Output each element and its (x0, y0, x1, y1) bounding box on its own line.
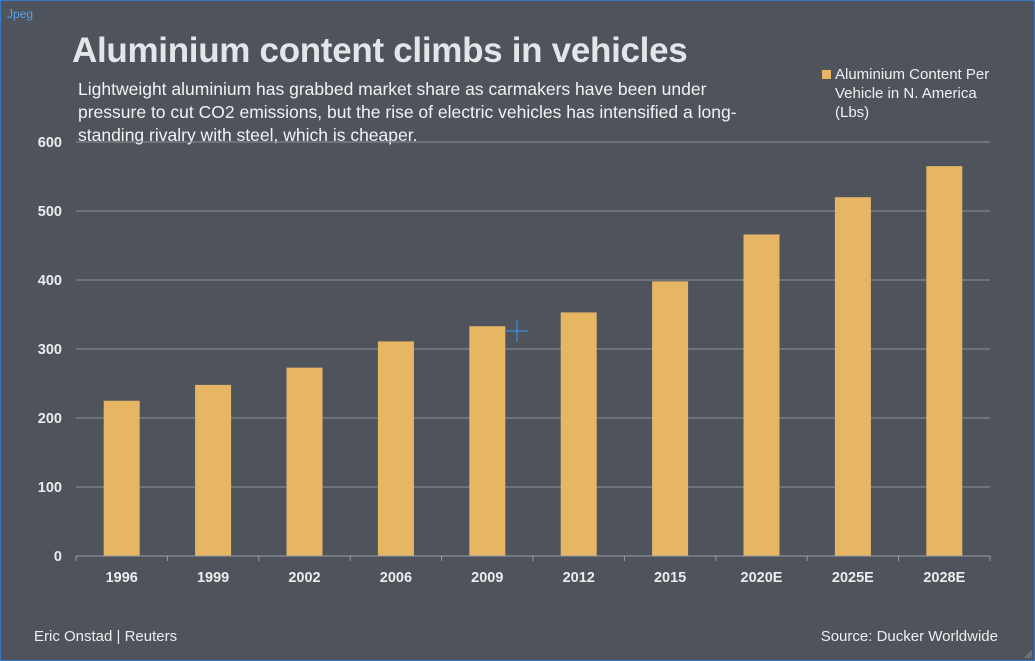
source-text: Source: Ducker Worldwide (820, 628, 998, 645)
x-tick-label: 1996 (106, 570, 138, 586)
bar-2025E (834, 197, 871, 556)
chart-subtitle: Lightweight aluminium has grabbed market… (78, 79, 737, 145)
bar-2009 (469, 326, 506, 556)
bar-2015 (652, 281, 689, 556)
bar-2028E (926, 166, 963, 556)
x-tick-label: 2015 (654, 570, 686, 586)
bar-layer (103, 166, 963, 556)
x-tick-label: 2020E (741, 570, 783, 586)
image-type-tag: Jpeg (7, 7, 34, 21)
x-tick-label: 2012 (563, 570, 595, 586)
legend-label: Aluminium Content Per Vehicle in N. Amer… (835, 66, 990, 121)
y-tick-label: 500 (38, 204, 62, 220)
x-tick-label: 2006 (380, 570, 412, 586)
credit-text: Eric Onstad | Reuters (34, 628, 178, 645)
x-tick-label: 2009 (471, 570, 503, 586)
y-tick-label: 400 (38, 273, 62, 289)
y-tick-label: 0 (54, 549, 62, 565)
legend-swatch (822, 70, 831, 79)
axis-layer: 0 100 200 300 400 500 600 1996 1999 2002 2006 2009 2… (38, 135, 991, 586)
y-tick-label: 300 (38, 342, 62, 358)
y-tick-label: 600 (38, 135, 62, 151)
bar-2020E (743, 234, 780, 556)
bar-2006 (377, 341, 414, 556)
y-tick-label: 200 (38, 411, 62, 427)
chart-title: Aluminium content climbs in vehicles (72, 31, 688, 70)
x-tick-label: 2028E (923, 570, 965, 586)
resize-grip-icon[interactable] (1023, 649, 1033, 659)
x-tick-label: 1999 (197, 570, 229, 586)
bar-2002 (286, 367, 323, 556)
crosshair-cursor-icon (506, 320, 528, 342)
bar-2012 (560, 312, 597, 556)
y-tick-label: 100 (38, 480, 62, 496)
x-tick-label: 2002 (288, 570, 320, 586)
bar-1996 (103, 400, 140, 556)
bar-1999 (195, 384, 232, 556)
x-tick-label: 2025E (832, 570, 874, 586)
